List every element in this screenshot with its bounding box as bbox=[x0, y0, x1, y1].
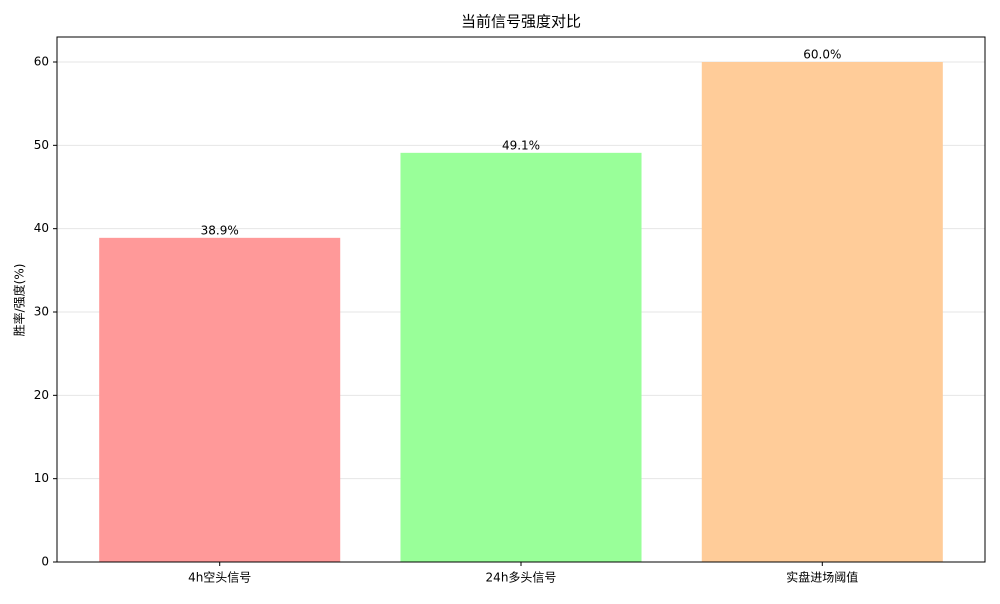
y-tick-label: 20 bbox=[34, 388, 49, 402]
x-tick-label: 24h多头信号 bbox=[486, 571, 557, 585]
y-tick-label: 60 bbox=[34, 55, 49, 69]
y-tick-label: 50 bbox=[34, 138, 49, 152]
bar bbox=[701, 62, 943, 562]
y-tick-label: 0 bbox=[41, 555, 49, 569]
value-label: 60.0% bbox=[803, 48, 841, 62]
bar bbox=[400, 152, 642, 563]
bar bbox=[99, 237, 341, 563]
chart-title: 当前信号强度对比 bbox=[461, 13, 581, 31]
y-tick-label: 40 bbox=[34, 221, 49, 235]
value-label: 38.9% bbox=[201, 223, 239, 237]
y-axis-label: 胜率/强度(%) bbox=[12, 264, 27, 337]
y-tick-label: 10 bbox=[34, 471, 49, 485]
y-tick-label: 30 bbox=[34, 305, 49, 319]
x-tick-label: 实盘进场阈值 bbox=[786, 570, 858, 585]
value-label: 49.1% bbox=[502, 138, 540, 152]
x-tick-label: 4h空头信号 bbox=[188, 571, 251, 585]
plot-frame bbox=[56, 36, 986, 563]
